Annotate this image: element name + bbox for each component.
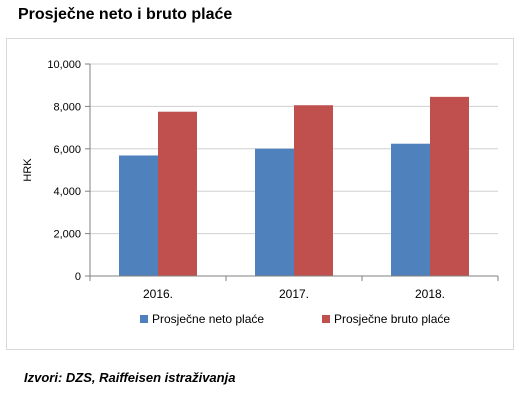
legend: Prosječne neto plaće Prosječne bruto plać… — [140, 312, 450, 326]
y-axis-label: HRK — [22, 158, 34, 182]
x-tick-label: 2016. — [143, 287, 173, 301]
x-tick-label: 2017. — [279, 287, 309, 301]
y-tick-label: 2,000 — [53, 229, 81, 241]
y-tick-label: 4,000 — [53, 186, 81, 198]
bar-bruto-0 — [158, 111, 197, 276]
legend-swatch — [140, 315, 148, 323]
chart-frame — [6, 38, 514, 350]
y-tick-label: 10,000 — [47, 59, 81, 71]
source-note: Izvori: DZS, Raiffeisen istraživanja — [24, 370, 236, 385]
bar-neto-0 — [119, 155, 158, 276]
y-tick-label: 0 — [75, 271, 81, 283]
bar-bruto-1 — [294, 105, 333, 276]
legend-entry: Prosječne bruto plaće — [334, 312, 450, 326]
x-tick-label: 2018. — [415, 287, 445, 301]
chart-title: Prosječne neto i bruto plaće — [18, 6, 233, 23]
bar-neto-1 — [255, 148, 294, 276]
tick-labels: 0 2,000 4,000 6,000 8,000 10,000 2016. 2017. 201… — [47, 59, 445, 301]
y-tick-label: 6,000 — [53, 144, 81, 156]
bars — [119, 96, 469, 276]
y-tick-label: 8,000 — [53, 101, 81, 113]
bar-bruto-2 — [430, 96, 469, 276]
legend-entry: Prosječne neto plaće — [152, 312, 264, 326]
legend-swatch — [322, 315, 330, 323]
axes — [85, 63, 499, 281]
bar-neto-2 — [391, 143, 430, 276]
